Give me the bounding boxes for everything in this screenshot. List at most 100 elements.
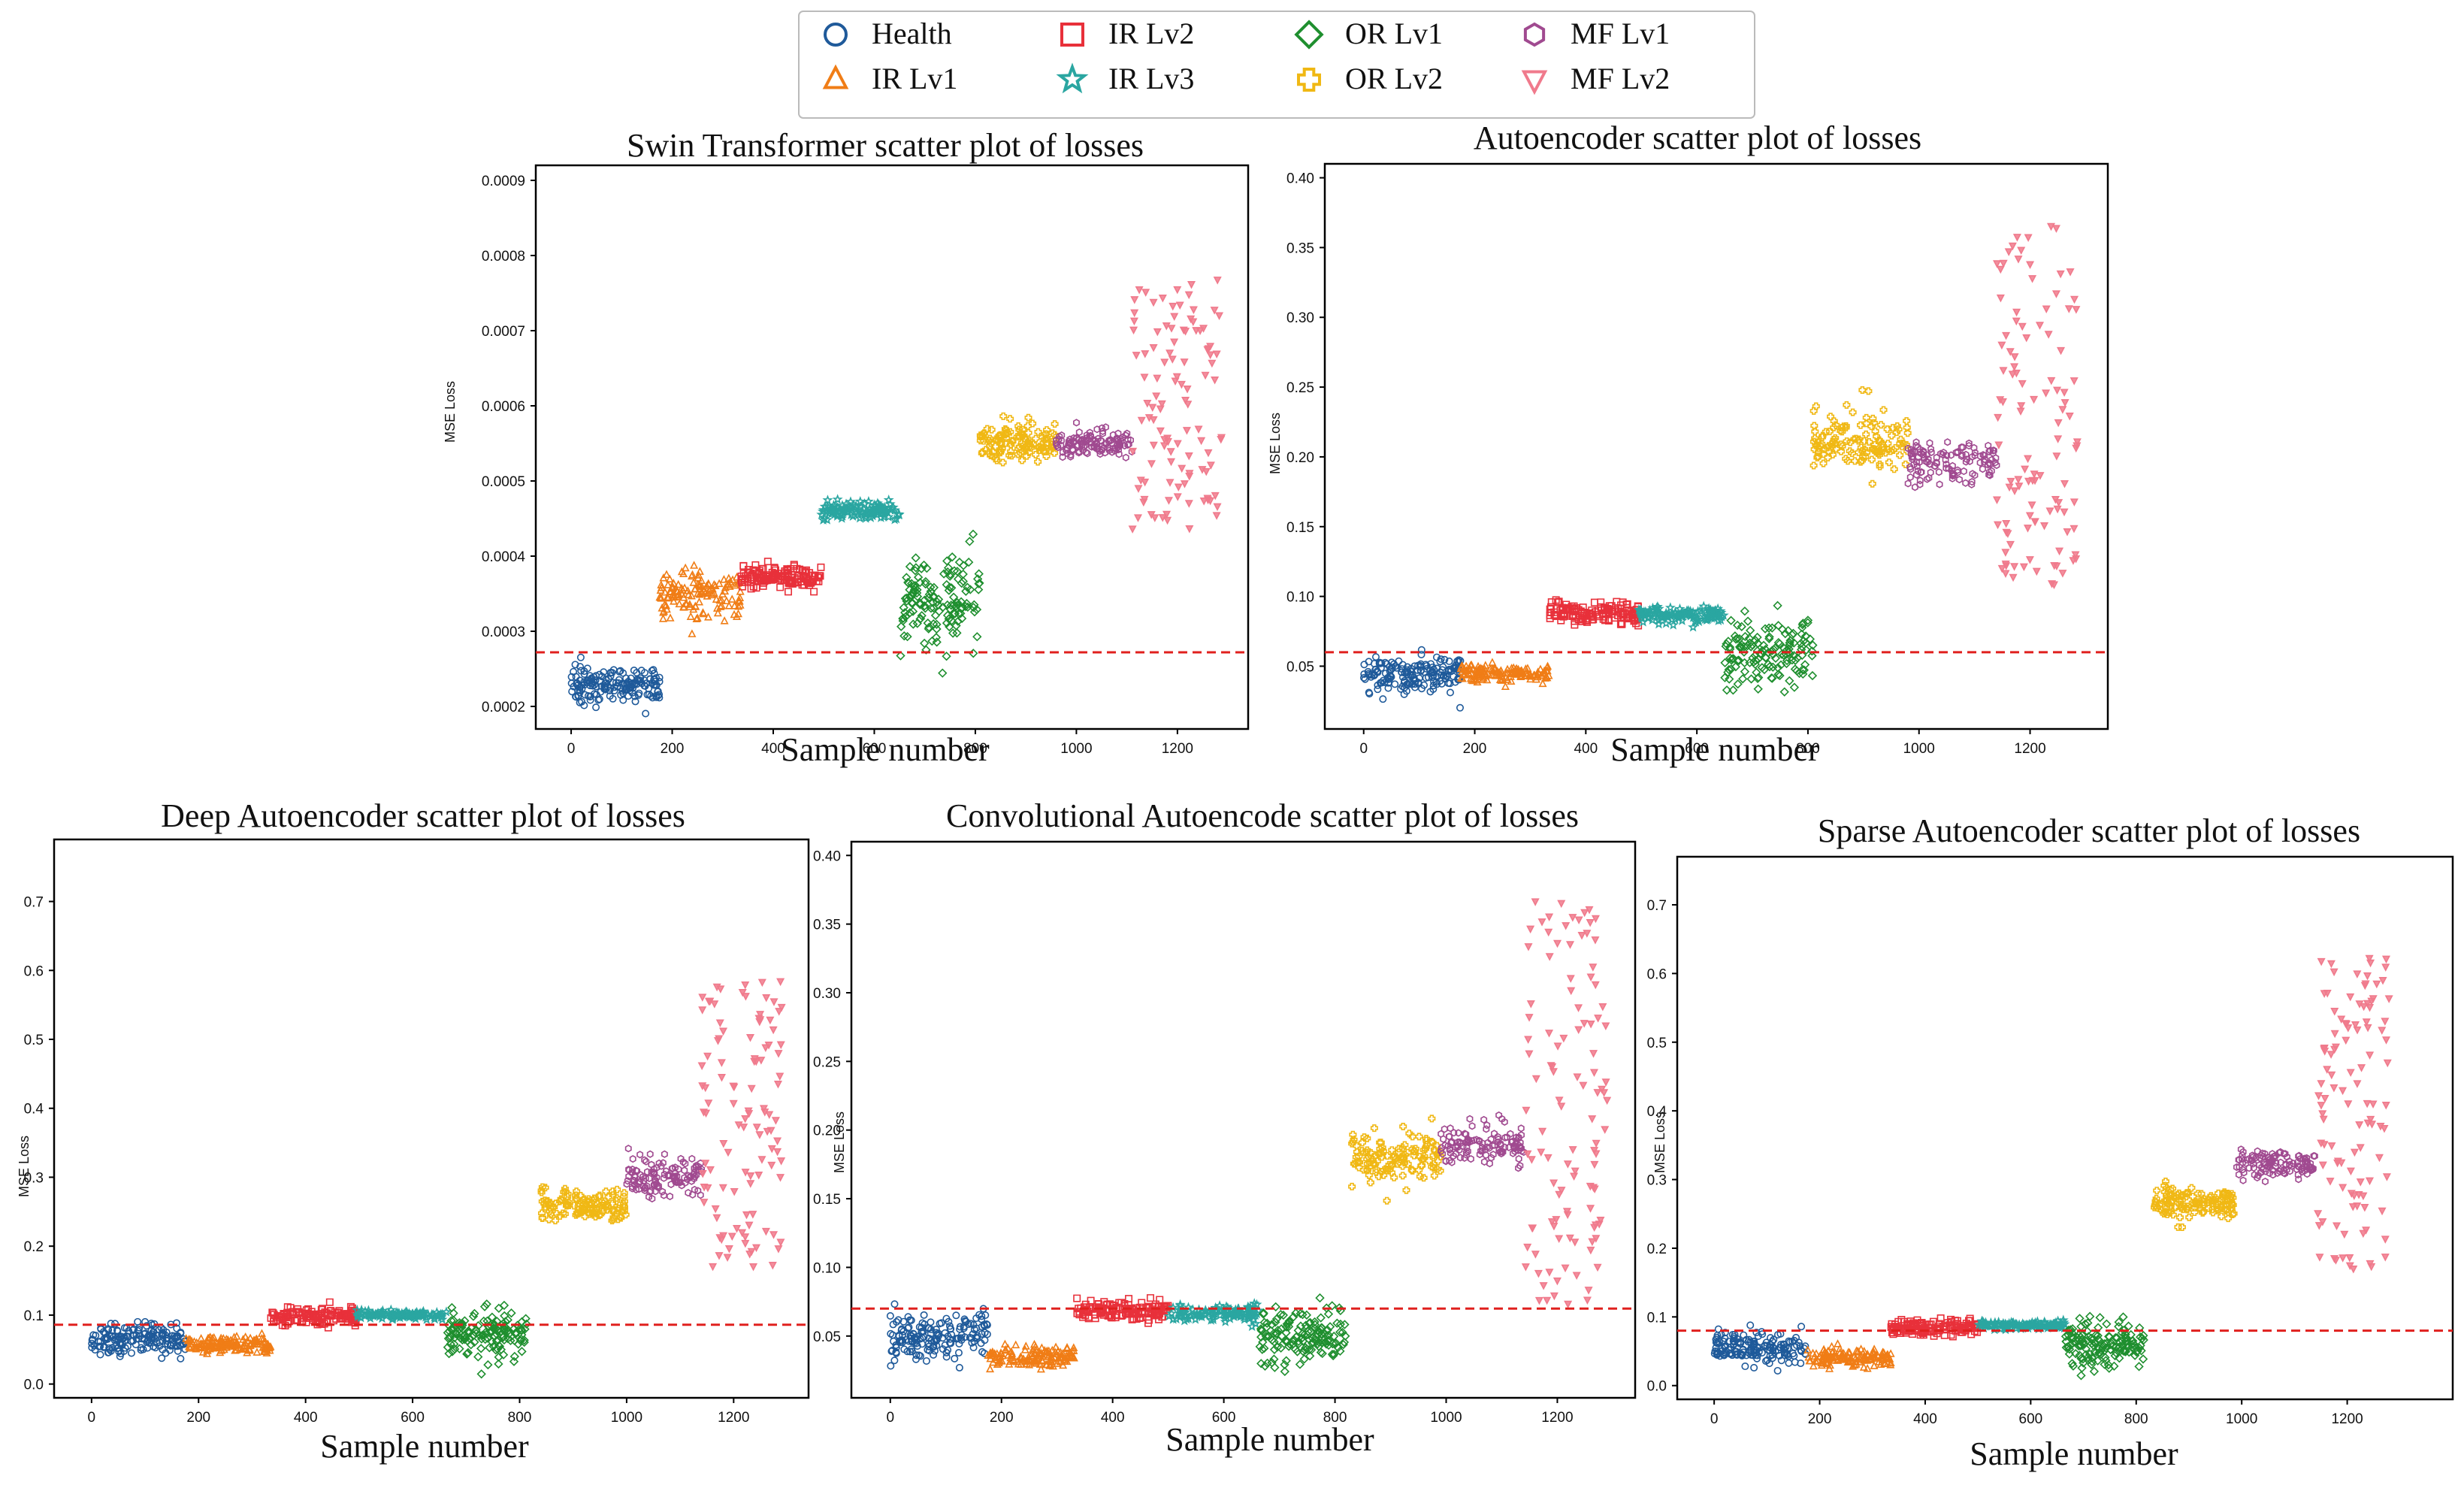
data-point-health xyxy=(1430,678,1438,686)
data-point-or2 xyxy=(1814,452,1822,461)
data-point-or2 xyxy=(992,454,1000,462)
data-point-or2 xyxy=(1809,437,1818,446)
data-point-mf1 xyxy=(697,1191,704,1199)
data-point-or2 xyxy=(1034,458,1042,466)
data-point-health xyxy=(578,685,586,693)
data-point-health xyxy=(1388,664,1396,672)
data-point-or1 xyxy=(915,600,925,609)
data-point-ir2 xyxy=(807,579,815,587)
data-point-mf2 xyxy=(2060,399,2069,407)
data-point-health xyxy=(606,669,615,677)
data-point-mf1 xyxy=(1916,445,1924,454)
x-tick-label: 400 xyxy=(1101,1410,1125,1426)
data-point-health xyxy=(114,1344,122,1352)
data-point-health xyxy=(900,1345,909,1353)
chart-sparse-autoencoder: Sparse Autoencoder scatter plot of losse… xyxy=(1647,812,2454,1472)
data-point-health xyxy=(127,1349,135,1357)
legend-marker-triangle-up-icon xyxy=(822,64,849,89)
chart-convolutional-autoencoder: Convolutional Autoencode scatter plot of… xyxy=(813,797,1637,1458)
data-point-health xyxy=(576,663,585,671)
data-point-mf2 xyxy=(1208,359,1217,368)
data-point-ir1 xyxy=(1467,676,1476,684)
data-point-or1 xyxy=(1740,667,1750,676)
data-point-health xyxy=(88,1339,96,1347)
data-point-or1 xyxy=(521,1314,531,1323)
data-point-or1 xyxy=(938,668,948,678)
data-point-mf2 xyxy=(745,1034,755,1042)
data-point-or1 xyxy=(1748,653,1758,663)
data-point-mf1 xyxy=(648,1168,655,1176)
data-point-ir1 xyxy=(736,600,745,609)
data-point-health xyxy=(646,675,655,683)
data-point-ir2 xyxy=(795,572,803,580)
data-point-mf1 xyxy=(1065,437,1072,446)
data-point-ir3 xyxy=(1692,606,1704,616)
data-point-mf2 xyxy=(703,1052,712,1061)
data-point-health xyxy=(655,691,664,699)
data-point-health xyxy=(1398,682,1407,691)
data-point-ir3 xyxy=(832,494,843,504)
data-point-health xyxy=(889,1320,897,1329)
data-point-mf1 xyxy=(1960,467,1967,476)
data-point-mf1 xyxy=(1937,449,1944,458)
data-point-ir1 xyxy=(187,1336,196,1345)
data-point-or1 xyxy=(945,582,955,592)
data-point-mf2 xyxy=(775,1008,784,1016)
data-point-or2 xyxy=(1825,428,1834,436)
data-point-mf2 xyxy=(715,1019,724,1028)
chart-title: Convolutional Autoencode scatter plot of… xyxy=(946,797,1579,834)
data-point-ir1 xyxy=(1460,670,1469,678)
data-point-health xyxy=(88,1343,96,1351)
data-point-mf1 xyxy=(628,1169,636,1177)
data-point-ir2 xyxy=(751,567,759,575)
data-point-mf2 xyxy=(1164,497,1173,505)
data-point-mf2 xyxy=(1184,401,1193,409)
data-point-ir3 xyxy=(821,514,833,525)
y-tick-label: 0.0002 xyxy=(482,700,525,715)
data-point-health xyxy=(1429,685,1438,693)
data-point-health xyxy=(104,1348,112,1356)
data-point-mf2 xyxy=(717,1059,726,1067)
data-point-health xyxy=(955,1363,963,1372)
data-point-ir1 xyxy=(688,629,697,637)
data-point-health xyxy=(642,709,650,718)
data-point-or1 xyxy=(1798,618,1808,628)
data-point-ir2 xyxy=(340,1310,348,1318)
data-point-mf2 xyxy=(2004,248,2013,256)
data-point-or1 xyxy=(503,1326,514,1335)
data-point-ir3 xyxy=(399,1308,410,1318)
y-tick-label: 0.15 xyxy=(1286,520,1314,536)
data-point-ir1 xyxy=(698,608,707,616)
data-point-or2 xyxy=(1837,440,1845,449)
data-point-mf2 xyxy=(2030,395,2039,404)
data-point-or2 xyxy=(572,1211,580,1219)
data-point-mf1 xyxy=(1913,470,1920,479)
data-point-mf1 xyxy=(1073,434,1081,442)
data-point-mf2 xyxy=(773,1137,782,1146)
data-point-mf2 xyxy=(776,1239,785,1247)
data-point-mf1 xyxy=(1084,449,1091,458)
data-point-ir1 xyxy=(1507,669,1516,677)
data-point-health xyxy=(594,696,603,704)
data-point-or2 xyxy=(613,1185,621,1193)
data-point-mf2 xyxy=(2012,234,2021,242)
data-point-health xyxy=(99,1328,107,1336)
data-point-mf2 xyxy=(1173,440,1182,449)
data-point-mf1 xyxy=(1956,475,1963,484)
data-point-or1 xyxy=(1779,687,1789,697)
data-point-or2 xyxy=(1811,434,1819,443)
data-point-mf1 xyxy=(691,1172,699,1181)
data-point-or1 xyxy=(1728,654,1737,664)
data-point-ir1 xyxy=(223,1335,232,1344)
data-point-health xyxy=(132,1335,141,1343)
x-tick-label: 1200 xyxy=(718,1410,749,1426)
chart-swin-transformer: Swin Transformer scatter plot of losses … xyxy=(443,127,1250,768)
data-point-or1 xyxy=(963,582,972,592)
data-point-ir1 xyxy=(262,1344,271,1353)
data-point-mf2 xyxy=(1179,326,1188,335)
data-point-mf1 xyxy=(1917,468,1924,476)
data-point-or2 xyxy=(1024,428,1032,437)
data-point-ir2 xyxy=(278,1312,286,1320)
data-point-mf1 xyxy=(1962,479,1970,487)
data-point-mf2 xyxy=(1180,358,1189,367)
